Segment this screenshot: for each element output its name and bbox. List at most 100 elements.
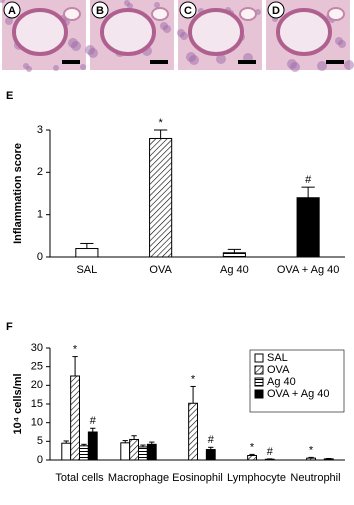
panel-badge — [179, 1, 197, 19]
significance-mark: * — [73, 343, 78, 355]
x-tick-label: Ag 40 — [220, 264, 249, 276]
panel-badge — [3, 1, 21, 19]
y-tick-label: 3 — [37, 124, 43, 136]
y-axis-label: Inflammation score — [12, 143, 24, 244]
airway-wall — [276, 8, 332, 56]
significance-mark: * — [158, 117, 163, 129]
bar — [70, 375, 81, 461]
x-tick-label: OVA — [149, 264, 172, 276]
scale-bar — [238, 60, 256, 64]
cell-cluster — [53, 65, 59, 71]
cell-cluster — [124, 0, 130, 6]
bar — [205, 449, 216, 461]
cell-cluster — [216, 54, 226, 64]
bar — [138, 446, 148, 461]
bar — [120, 442, 131, 461]
panel-letter: D — [272, 5, 280, 17]
histology-image: C — [177, 0, 262, 70]
scale-bar — [150, 60, 168, 64]
bar — [264, 458, 275, 461]
bar — [129, 438, 139, 461]
y-tick-label: 15 — [31, 398, 43, 410]
panel-letter: B — [96, 5, 104, 17]
significance-mark: # — [208, 434, 215, 446]
bar — [146, 443, 157, 461]
y-tick-label: 30 — [31, 342, 43, 354]
cell-cluster — [85, 45, 95, 55]
legend-swatch — [254, 389, 264, 399]
bar — [61, 442, 72, 461]
legend-label: OVA — [267, 364, 290, 376]
alveolus — [151, 7, 169, 21]
significance-mark: # — [90, 415, 97, 427]
y-tick-label: 0 — [37, 251, 43, 263]
panel-label: E — [6, 90, 13, 102]
significance-mark: * — [191, 373, 196, 385]
bar — [306, 457, 316, 461]
cell-cluster — [5, 17, 13, 25]
cell-cluster — [344, 60, 354, 70]
y-tick-label: 25 — [31, 361, 43, 373]
cell-cluster — [80, 64, 86, 70]
cell-cluster — [154, 2, 160, 8]
bar — [87, 431, 98, 461]
histology-image: D — [266, 0, 354, 72]
panel-badge — [91, 1, 109, 19]
cell-cluster — [68, 38, 78, 48]
significance-mark: # — [305, 174, 312, 186]
y-tick-label: 20 — [31, 379, 43, 391]
alveolus — [63, 7, 81, 21]
cell-cluster — [23, 63, 29, 69]
bar — [296, 197, 320, 258]
histology-image: A — [0, 0, 86, 72]
legend-swatch — [254, 365, 264, 375]
legend-box — [249, 349, 345, 413]
panel-badge — [267, 1, 285, 19]
bar — [323, 458, 334, 461]
panel-label: F — [6, 321, 13, 333]
x-tick-label: Macrophage — [108, 472, 169, 484]
legend-swatch — [254, 353, 264, 363]
legend-label: Ag 40 — [267, 376, 296, 388]
airway-wall — [188, 8, 244, 56]
bar — [75, 248, 99, 258]
x-tick-label: SAL — [76, 264, 97, 276]
legend-label: OVA + Ag 40 — [267, 388, 329, 400]
panel-letter: A — [8, 5, 16, 17]
scale-bar — [326, 60, 344, 64]
scale-bar — [62, 60, 80, 64]
y-tick-label: 0 — [37, 454, 43, 466]
x-tick-label: Eosinophil — [172, 472, 223, 484]
bar — [149, 137, 173, 258]
cell-cluster — [160, 22, 168, 30]
bar — [188, 402, 198, 461]
y-tick-label: 10 — [31, 417, 43, 429]
airway-wall — [12, 8, 68, 56]
cell-cluster — [186, 52, 196, 62]
bar — [247, 455, 257, 461]
bar — [222, 252, 246, 258]
legend-label: SAL — [267, 352, 288, 364]
significance-mark: # — [267, 446, 274, 458]
y-tick-label: 5 — [37, 435, 43, 447]
cell-cluster — [177, 29, 185, 37]
significance-mark: * — [250, 441, 255, 453]
significance-mark: * — [309, 444, 314, 456]
bar — [79, 445, 89, 461]
airway-wall — [100, 8, 156, 56]
x-tick-label: Neutrophil — [290, 472, 340, 484]
legend-swatch — [254, 377, 264, 387]
cell-cluster — [287, 59, 297, 69]
x-tick-label: Total cells — [55, 472, 104, 484]
cell-cluster — [335, 37, 343, 45]
panel-letter: C — [184, 5, 192, 17]
cell-cluster — [0, 0, 5, 3]
y-tick-label: 2 — [37, 166, 43, 178]
alveolus — [239, 7, 257, 21]
histology-image: B — [85, 0, 174, 70]
alveolus — [327, 7, 345, 21]
y-axis-label: 10⁴ cells/ml — [12, 373, 24, 434]
x-tick-label: OVA + Ag 40 — [277, 264, 339, 276]
